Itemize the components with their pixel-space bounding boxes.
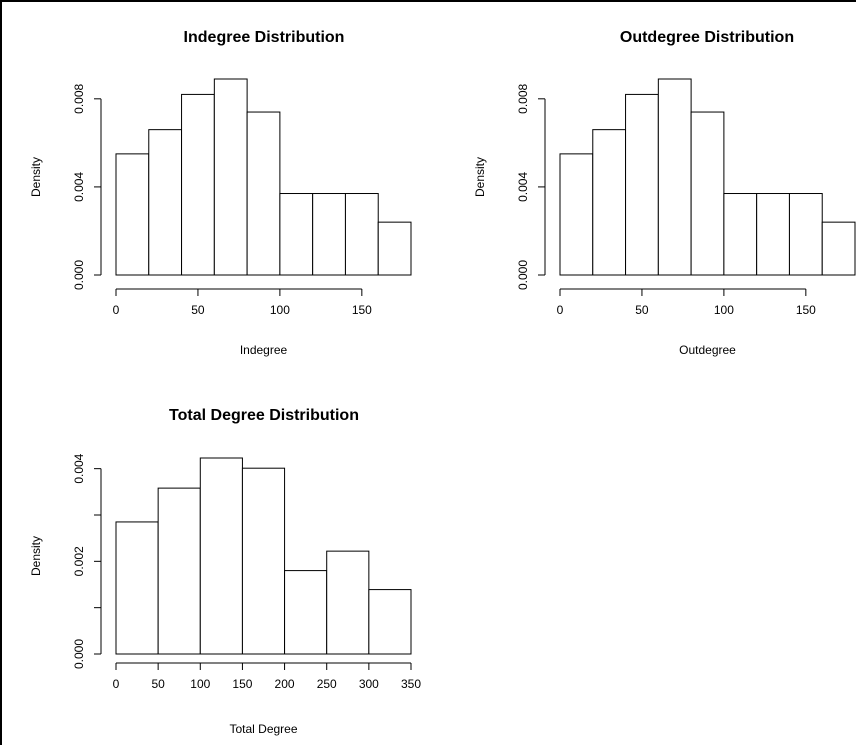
histogram-bar <box>657 78 692 276</box>
histogram-bar <box>115 521 159 655</box>
y-axis-label: Density <box>29 157 43 197</box>
chart-title: Outdegree Distribution <box>620 29 794 46</box>
histogram-bar <box>821 221 856 276</box>
histogram-bar <box>690 111 725 276</box>
histogram-bar <box>312 193 346 276</box>
x-tick-label: 50 <box>191 303 205 317</box>
y-tick-label: 0.000 <box>72 260 86 290</box>
y-tick-label: 0.004 <box>516 172 530 202</box>
histogram-bar <box>377 221 412 276</box>
x-tick-label: 50 <box>635 303 649 317</box>
chart-title: Indegree Distribution <box>184 29 345 46</box>
chart-title: Total Degree Distribution <box>169 407 359 424</box>
histogram-bar <box>279 193 314 276</box>
x-axis-label: Indegree <box>240 343 288 357</box>
y-tick-label: 0.000 <box>72 639 86 669</box>
histogram-bar <box>148 129 183 276</box>
y-tick-label: 0.008 <box>516 83 530 113</box>
x-tick-label: 50 <box>151 677 165 691</box>
x-tick-label: 150 <box>232 677 252 691</box>
histogram-bar <box>213 78 248 276</box>
histogram-bar <box>181 93 215 276</box>
x-tick-label: 100 <box>714 303 734 317</box>
chart-panel-3: Total Degree Distribution 0 50 100 150 200 250… <box>29 407 421 736</box>
histogram-bar <box>756 193 790 276</box>
y-tick-label: 0.008 <box>72 83 86 113</box>
x-tick-label: 100 <box>270 303 290 317</box>
x-tick-label: 350 <box>401 677 421 691</box>
x-axis-label: Total Degree <box>229 722 297 736</box>
histogram-bar <box>368 589 412 655</box>
x-tick-label: 150 <box>352 303 372 317</box>
y-tick-label: 0.004 <box>72 453 86 483</box>
y-tick-label: 0.002 <box>72 546 86 576</box>
histogram-bar <box>241 467 286 655</box>
y-axis-label: Density <box>29 536 43 576</box>
x-tick-label: 300 <box>359 677 379 691</box>
histogram-bar <box>344 193 379 276</box>
histogram-bar <box>723 193 758 276</box>
chart-panel-2: Outdegree Distribution 0 50 100 150 0.000 0.00… <box>473 29 856 357</box>
y-tick-label: 0.004 <box>72 172 86 202</box>
x-tick-label: 250 <box>317 677 337 691</box>
chart-panel-1: Indegree Distribution 0 50 100 150 0.000 0.004… <box>29 29 412 357</box>
histogram-bar <box>157 487 201 655</box>
histogram-bar <box>115 153 150 276</box>
x-tick-label: 200 <box>275 677 295 691</box>
x-tick-label: 0 <box>113 677 120 691</box>
x-tick-label: 0 <box>557 303 564 317</box>
histogram-bar <box>592 129 627 276</box>
x-axis-label: Outdegree <box>679 343 736 357</box>
histogram-bar <box>559 153 594 276</box>
x-tick-label: 100 <box>190 677 210 691</box>
histogram-bar <box>284 570 328 655</box>
y-tick-label: 0.000 <box>516 260 530 290</box>
x-tick-label: 0 <box>113 303 120 317</box>
x-tick-label: 150 <box>796 303 816 317</box>
histogram-bar <box>788 193 823 276</box>
y-axis-label: Density <box>473 157 487 197</box>
histogram-bar <box>246 111 281 276</box>
histogram-bar <box>625 93 659 276</box>
histogram-bar <box>326 550 370 655</box>
histogram-bar <box>199 457 243 655</box>
